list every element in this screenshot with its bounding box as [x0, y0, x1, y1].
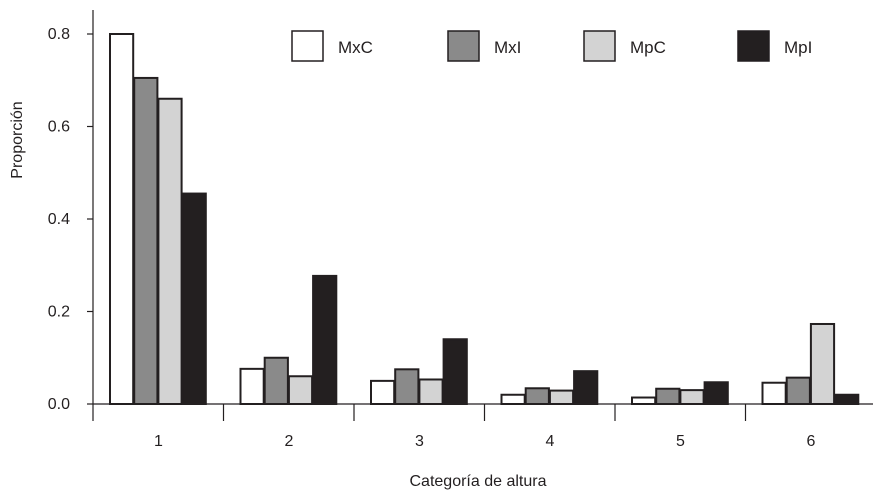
bar-mpc-6 — [809, 322, 836, 405]
bar-mxc-4 — [500, 393, 526, 405]
bars — [109, 33, 860, 406]
bar-mpi-6 — [834, 393, 860, 405]
y-tick-label: 0.0 — [48, 396, 70, 413]
legend-swatch-mxi — [447, 30, 480, 62]
x-tick-label: 2 — [284, 433, 293, 450]
x-tick-label: 3 — [415, 433, 424, 450]
bar-mpc-2 — [287, 375, 314, 405]
bar-mxi-4 — [524, 387, 550, 405]
y-tick-label: 0.6 — [48, 119, 70, 136]
bar-mpc-5 — [679, 389, 705, 405]
x-tick-label: 4 — [545, 433, 554, 450]
bar-mpi-2 — [312, 274, 338, 406]
x-tick-label: 1 — [154, 433, 163, 450]
legend-label-mxc: MxC — [338, 38, 373, 57]
bar-mxi-1 — [133, 76, 159, 405]
y-tick-label: 0.8 — [48, 26, 70, 43]
bar-mxc-6 — [761, 381, 787, 406]
legend-label-mpc: MpC — [630, 38, 666, 57]
axes: 0.0 0.2 0.4 0.6 0.8 1 2 3 4 5 6 — [48, 10, 873, 450]
bar-mxi-3 — [394, 368, 420, 405]
x-axis-title: Categoría de altura — [410, 473, 547, 490]
y-axis-title: Proporción — [9, 101, 26, 178]
bar-mxc-1 — [109, 33, 135, 405]
legend-swatch-mxc — [291, 30, 324, 62]
legend-label-mpi: MpI — [784, 38, 812, 57]
bar-mxc-3 — [370, 379, 396, 405]
bar-mpc-4 — [548, 389, 575, 405]
bar-mpi-1 — [181, 192, 207, 405]
bar-mxi-5 — [655, 387, 681, 405]
y-tick-label: 0.2 — [48, 304, 70, 321]
y-tick-label: 0.4 — [48, 211, 70, 228]
legend-label-mxi: MxI — [494, 38, 521, 57]
bar-mpi-5 — [703, 381, 729, 406]
bar-mpc-3 — [418, 378, 444, 405]
bar-mxc-2 — [239, 367, 265, 406]
legend: MxC MxI MpC MpI — [291, 30, 812, 62]
bar-mpi-3 — [442, 338, 468, 405]
x-tick-label: 5 — [676, 433, 685, 450]
bar-mpc-1 — [157, 97, 183, 405]
bar-mxi-2 — [263, 356, 289, 405]
bar-mxc-5 — [631, 396, 657, 405]
legend-swatch-mpc — [583, 30, 616, 62]
bar-mpi-4 — [573, 370, 599, 406]
legend-swatch-mpi — [737, 30, 770, 62]
x-tick-label: 6 — [806, 433, 815, 450]
bar-mxi-6 — [785, 376, 811, 406]
